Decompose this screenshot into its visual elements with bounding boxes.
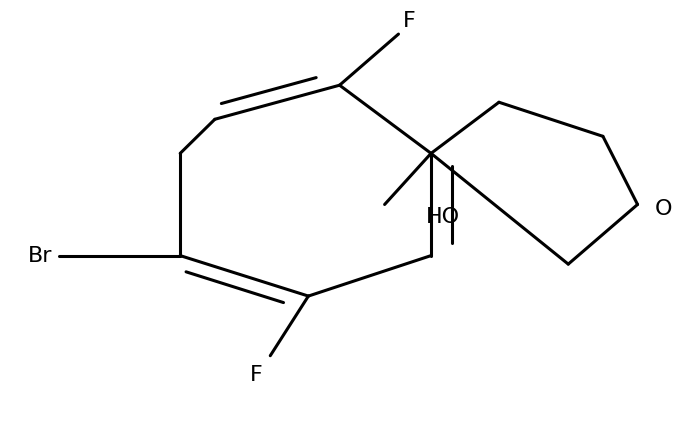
Text: F: F: [250, 365, 263, 385]
Text: Br: Br: [28, 246, 52, 265]
Text: F: F: [403, 12, 415, 31]
Text: O: O: [655, 199, 672, 219]
Text: HO: HO: [426, 207, 460, 227]
